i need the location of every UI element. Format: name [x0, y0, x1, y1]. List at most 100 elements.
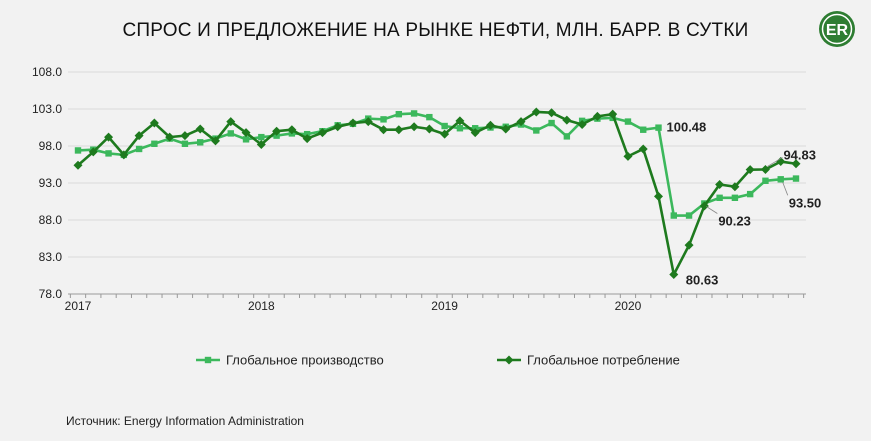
diamond-marker [577, 120, 587, 130]
square-marker [777, 176, 784, 183]
diamond-marker [715, 179, 725, 189]
diamond-marker [791, 159, 801, 169]
grid-lines [68, 71, 806, 295]
data-label: 100.48 [667, 120, 707, 135]
diamond-marker [485, 120, 495, 130]
square-marker [105, 150, 112, 157]
square-marker [731, 194, 739, 201]
square-marker [655, 124, 662, 131]
diamond-marker [608, 109, 618, 119]
square-marker [74, 147, 82, 154]
diamond-marker [654, 191, 664, 201]
square-marker [762, 177, 769, 184]
square-marker [151, 140, 158, 147]
diamond-marker [394, 125, 404, 135]
square-marker [258, 133, 265, 141]
diamond-marker [440, 129, 450, 139]
x-tick-label: 2018 [248, 299, 275, 313]
data-label: 80.63 [686, 273, 719, 288]
y-tick-label: 78.0 [39, 287, 63, 301]
chart-title: СПРОС И ПРЕДЛОЖЕНИЕ НА РЫНКЕ НЕФТИ, МЛН.… [122, 20, 749, 41]
series-lines [73, 107, 801, 280]
square-marker [716, 194, 723, 201]
square-marker [441, 122, 448, 130]
square-marker [624, 118, 632, 125]
y-tick-label: 98.0 [39, 139, 63, 153]
square-marker [395, 110, 403, 118]
diamond-marker [210, 136, 220, 146]
x-tick-label: 2017 [65, 299, 92, 313]
data-label: 94.83 [783, 147, 816, 162]
diamond-marker [516, 117, 526, 127]
diamond-marker [699, 201, 709, 211]
y-tick-label: 83.0 [39, 250, 63, 264]
square-marker [197, 139, 204, 146]
diamond-marker [776, 157, 786, 167]
diamond-marker [424, 124, 434, 134]
diamond-marker [562, 115, 572, 125]
x-tick-label: 2020 [615, 299, 642, 313]
leader-line [782, 182, 789, 196]
diamond-marker [409, 122, 419, 132]
diamond-marker [669, 270, 679, 280]
logo-text: ER [826, 22, 849, 39]
diamond-marker [531, 107, 541, 117]
diamond-marker [363, 117, 373, 127]
diamond-marker [104, 132, 114, 142]
diamond-marker [165, 132, 175, 142]
diamond-marker [501, 124, 511, 134]
diamond-marker [88, 147, 98, 157]
leader-line [706, 206, 718, 214]
diamond-marker [592, 111, 602, 121]
square-marker [670, 212, 677, 219]
diamond-marker [195, 124, 205, 134]
source-note: Источник: Energy Information Administrat… [66, 414, 304, 428]
diamond-marker [119, 150, 129, 160]
square-marker [380, 116, 387, 123]
diamond-marker [73, 160, 83, 170]
diamond-marker [180, 131, 190, 141]
y-tick-label: 88.0 [39, 213, 63, 227]
y-tick-label: 93.0 [39, 176, 63, 190]
square-marker [792, 175, 800, 182]
diamond-marker [470, 128, 480, 138]
square-marker [533, 127, 540, 134]
square-marker [426, 113, 433, 121]
data-label: 90.23 [718, 213, 751, 228]
diamond-marker [730, 182, 740, 192]
diamond-marker [302, 134, 312, 144]
x-tick-label: 2019 [431, 299, 458, 313]
diamond-marker [638, 144, 648, 154]
diamond-marker [149, 118, 159, 128]
er-logo: ER [819, 11, 855, 47]
square-marker [135, 145, 143, 153]
square-marker [227, 130, 234, 137]
diamond-marker [134, 131, 144, 141]
diamond-marker [241, 128, 251, 138]
diamond-marker [348, 118, 358, 128]
legend: Глобальное производство Глобальное потреб… [196, 353, 680, 368]
diamond-marker [272, 126, 282, 136]
diamond-marker [287, 125, 297, 135]
leader-line [767, 157, 783, 167]
diamond-marker [317, 128, 327, 138]
diamond-marker [745, 165, 755, 175]
diamond-marker [547, 108, 557, 118]
square-marker [563, 133, 571, 140]
diamond-marker [226, 117, 236, 127]
square-marker [456, 125, 464, 132]
y-tick-label: 108.0 [32, 65, 62, 79]
square-marker [181, 140, 189, 147]
square-marker [410, 110, 418, 117]
legend-label-production: Глобальное производство [226, 353, 384, 368]
logo-circle [819, 11, 855, 47]
data-labels: 100.48 90.23 93.50 80.63 94.83 [667, 120, 822, 288]
square-marker [548, 119, 555, 127]
diamond-marker [256, 140, 266, 150]
data-label: 93.50 [789, 195, 822, 210]
diamond-marker [379, 125, 389, 135]
square-marker [746, 190, 754, 198]
square-marker [685, 212, 693, 219]
